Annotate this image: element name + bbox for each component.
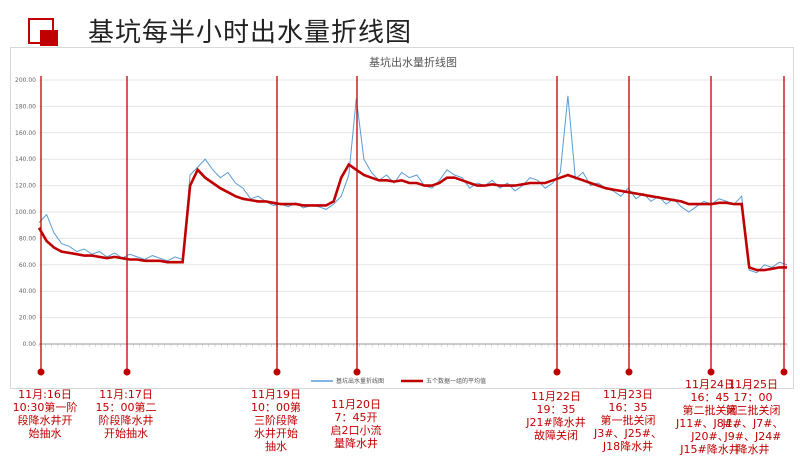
y-tick-label: 140.00 [15, 156, 36, 163]
logo-icon [28, 18, 60, 48]
y-tick-label: 80.00 [19, 235, 36, 242]
event-marker-dot [37, 368, 45, 376]
event-annotation: 11月23日 16：35 第一批关闭 J3#、J25#、 J18降水井 [594, 388, 662, 453]
y-tick-label: 160.00 [15, 130, 36, 137]
event-marker-dot [553, 368, 561, 376]
event-annotation: 11月:17日 15：00第二 阶段降水井 开始抽水 [95, 388, 157, 440]
event-marker-dot [353, 368, 361, 376]
y-tick-label: 180.00 [15, 103, 36, 110]
page-title: 基坑每半小时出水量折线图 [88, 18, 413, 48]
event-annotation: 11月25日 17：00 第三批关闭 J1#、J7#、 J9#、J24# 降水井 [722, 378, 784, 456]
y-tick-label: 120.00 [15, 183, 36, 190]
event-annotation: 11月:16日 10:30第一阶 段降水井开 始抽水 [12, 388, 78, 440]
event-marker-dot [625, 368, 633, 376]
y-tick-label: 0.00 [23, 341, 37, 348]
y-tick-label: 40.00 [19, 288, 36, 295]
event-marker-dot [707, 368, 715, 376]
chart-svg: 基坑出水量折线图 0.00 20.00 40.00 60.00 80.00 100.00 12… [15, 55, 788, 385]
event-annotation: 11月20日 7：45开 启2口小流 量降水井 [330, 398, 382, 450]
event-marker-dot [780, 368, 788, 376]
event-marker-dot [273, 368, 281, 376]
legend-label-1: 基坑出水量折线图 [336, 377, 384, 385]
series-line-2 [37, 162, 787, 272]
event-annotation: 11月22日 19：35 J21#降水井 故障关闭 [526, 390, 586, 442]
y-tick-label: 60.00 [19, 262, 36, 269]
legend-label-2: 五个数据一组的平均值 [426, 377, 486, 385]
y-tick-label: 200.00 [15, 77, 36, 84]
chart-title: 基坑出水量折线图 [369, 55, 457, 69]
y-tick-label: 20.00 [19, 315, 36, 322]
chart-frame: 基坑出水量折线图 0.00 20.00 40.00 60.00 80.00 100.00 12… [10, 47, 794, 389]
event-annotation: 11月19日 10：00第 三阶段降 水井开始 抽水 [251, 388, 301, 453]
y-tick-label: 100.00 [15, 209, 36, 216]
series-line-1 [38, 95, 788, 274]
event-marker-dot [123, 368, 131, 376]
